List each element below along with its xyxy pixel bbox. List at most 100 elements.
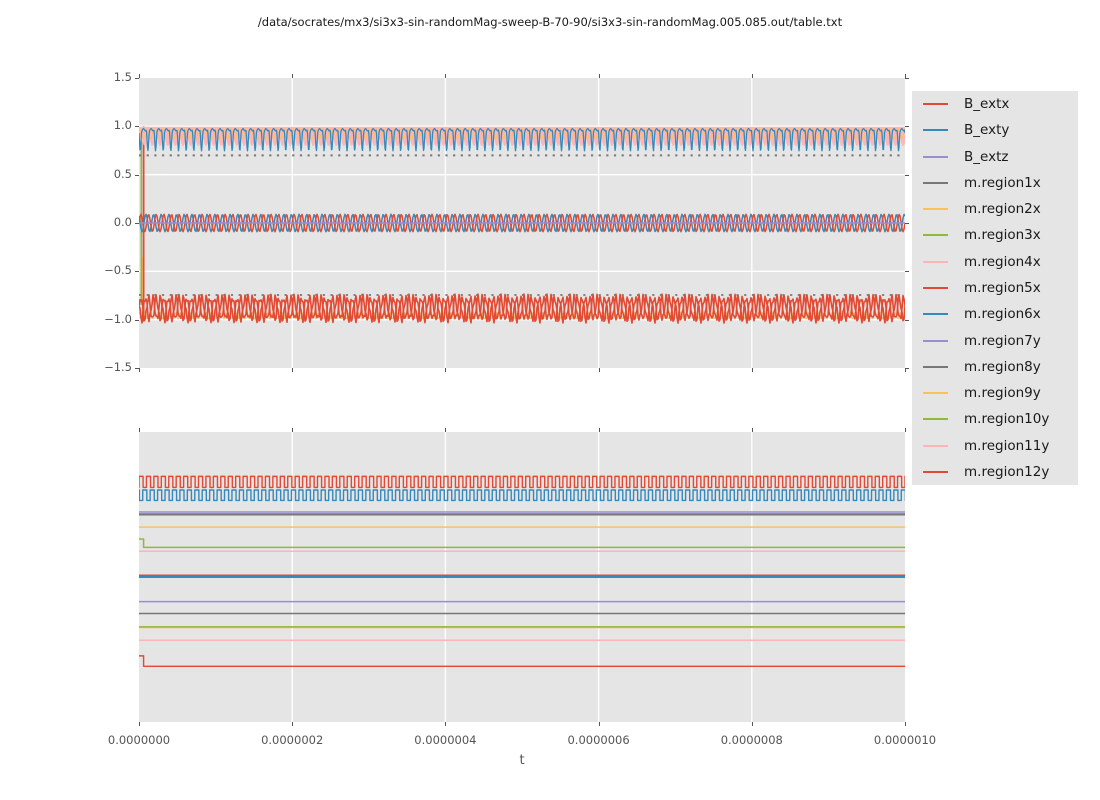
tick-mark xyxy=(292,722,293,726)
legend-entry: m.region7y xyxy=(912,327,1078,353)
tick-mark xyxy=(599,722,600,726)
tick-mark xyxy=(752,368,753,372)
legend-line-swatch xyxy=(923,234,948,237)
tick-mark xyxy=(135,175,139,176)
tick-mark xyxy=(905,271,909,272)
tick-mark xyxy=(905,368,906,372)
x-tick-label: 0.0000006 xyxy=(567,733,630,747)
tick-mark xyxy=(599,74,600,78)
legend-line-swatch xyxy=(923,365,948,368)
legend-entry-label: B_extx xyxy=(964,96,1010,113)
legend-entry-label: B_extz xyxy=(964,148,1009,165)
y-tick-label: −1.0 xyxy=(104,311,132,326)
tick-mark xyxy=(445,368,446,372)
y-tick-label: 1.5 xyxy=(113,70,132,84)
y-tick-label: −0.5 xyxy=(104,263,132,278)
tick-mark xyxy=(445,74,446,78)
y-tick-label: 1.0 xyxy=(113,118,132,133)
tick-mark xyxy=(752,428,753,432)
legend-entry: m.region5x xyxy=(912,275,1078,301)
legend-entry: m.region8y xyxy=(912,354,1078,380)
y-tick-label: 0.5 xyxy=(113,166,132,181)
tick-mark xyxy=(139,368,140,372)
tick-mark xyxy=(135,78,139,79)
tick-mark xyxy=(135,223,139,224)
bottom-axes xyxy=(139,432,905,722)
legend-line-swatch xyxy=(923,392,948,395)
tick-mark xyxy=(445,428,446,432)
tick-mark xyxy=(905,722,906,726)
legend-entry: m.region11y xyxy=(912,432,1078,458)
x-tick-label: 0.0000008 xyxy=(720,733,783,747)
x-tick-label: 0.0000004 xyxy=(414,733,477,747)
legend-line-swatch xyxy=(923,260,948,263)
legend-entry: m.region9y xyxy=(912,380,1078,406)
legend-entry-label: m.region4x xyxy=(964,253,1041,270)
tick-mark xyxy=(752,74,753,78)
legend-entry-label: m.region2x xyxy=(964,201,1041,218)
tick-mark xyxy=(135,368,139,369)
x-tick-label: 0.0000010 xyxy=(873,733,937,747)
legend-entry-label: m.region1x xyxy=(964,174,1041,191)
top-axes xyxy=(139,78,905,368)
legend-entry: m.region10y xyxy=(912,406,1078,432)
legend-entry-label: m.region5x xyxy=(964,279,1041,296)
legend-line-swatch xyxy=(923,313,948,316)
legend-line-swatch xyxy=(923,208,948,211)
legend-line-swatch xyxy=(923,470,948,473)
legend-line-swatch xyxy=(923,181,948,184)
legend: B_extx B_exty B_extz m.region1x m.region2x m.… xyxy=(912,91,1078,485)
legend-entry-label: B_exty xyxy=(964,122,1010,139)
legend-entry: m.region12y xyxy=(912,459,1078,485)
tick-mark xyxy=(139,428,140,432)
legend-entry: m.region2x xyxy=(912,196,1078,222)
tick-mark xyxy=(292,368,293,372)
tick-mark xyxy=(135,271,139,272)
tick-mark xyxy=(292,74,293,78)
tick-mark xyxy=(905,368,909,369)
x-tick-label: 0.0000002 xyxy=(261,733,324,747)
legend-line-swatch xyxy=(923,103,948,106)
legend-entry-label: m.region6x xyxy=(964,306,1041,323)
legend-entry-label: m.region9y xyxy=(964,385,1041,402)
legend-entry-label: m.region7y xyxy=(964,332,1041,349)
legend-entry: m.region4x xyxy=(912,249,1078,275)
legend-entry-label: m.region11y xyxy=(964,437,1050,454)
legend-entry: m.region3x xyxy=(912,222,1078,248)
tick-mark xyxy=(905,78,909,79)
tick-mark xyxy=(445,722,446,726)
tick-mark xyxy=(139,74,140,78)
tick-mark xyxy=(905,320,909,321)
tick-mark xyxy=(139,722,140,726)
tick-mark xyxy=(599,368,600,372)
x-axis-label: t xyxy=(519,753,525,768)
legend-line-swatch xyxy=(923,286,948,289)
y-tick-label: −1.5 xyxy=(104,360,132,374)
tick-mark xyxy=(905,175,909,176)
tick-mark xyxy=(752,722,753,726)
legend-entry-label: m.region10y xyxy=(964,411,1050,428)
legend-entry: B_extx xyxy=(912,91,1078,117)
tick-mark xyxy=(135,320,139,321)
tick-mark xyxy=(905,223,909,224)
legend-line-swatch xyxy=(923,155,948,158)
legend-entry: B_extz xyxy=(912,144,1078,170)
tick-mark xyxy=(292,428,293,432)
bottom-plot-svg xyxy=(139,432,905,722)
y-tick-label: 0.0 xyxy=(113,215,132,229)
x-tick-label: 0.0000000 xyxy=(107,733,171,747)
legend-entry-label: m.region3x xyxy=(964,227,1041,244)
tick-mark xyxy=(905,126,909,127)
legend-line-swatch xyxy=(923,418,948,421)
tick-mark xyxy=(905,428,906,432)
tick-mark xyxy=(905,74,906,78)
legend-entry: m.region6x xyxy=(912,301,1078,327)
legend-line-swatch xyxy=(923,444,948,447)
legend-line-swatch xyxy=(923,339,948,342)
legend-entry-label: m.region12y xyxy=(964,463,1050,480)
legend-entry: m.region1x xyxy=(912,170,1078,196)
legend-entry-label: m.region8y xyxy=(964,358,1041,375)
legend-line-swatch xyxy=(923,129,948,132)
figure-title: /data/socrates/mx3/si3x3-sin-randomMag-s… xyxy=(257,15,843,29)
